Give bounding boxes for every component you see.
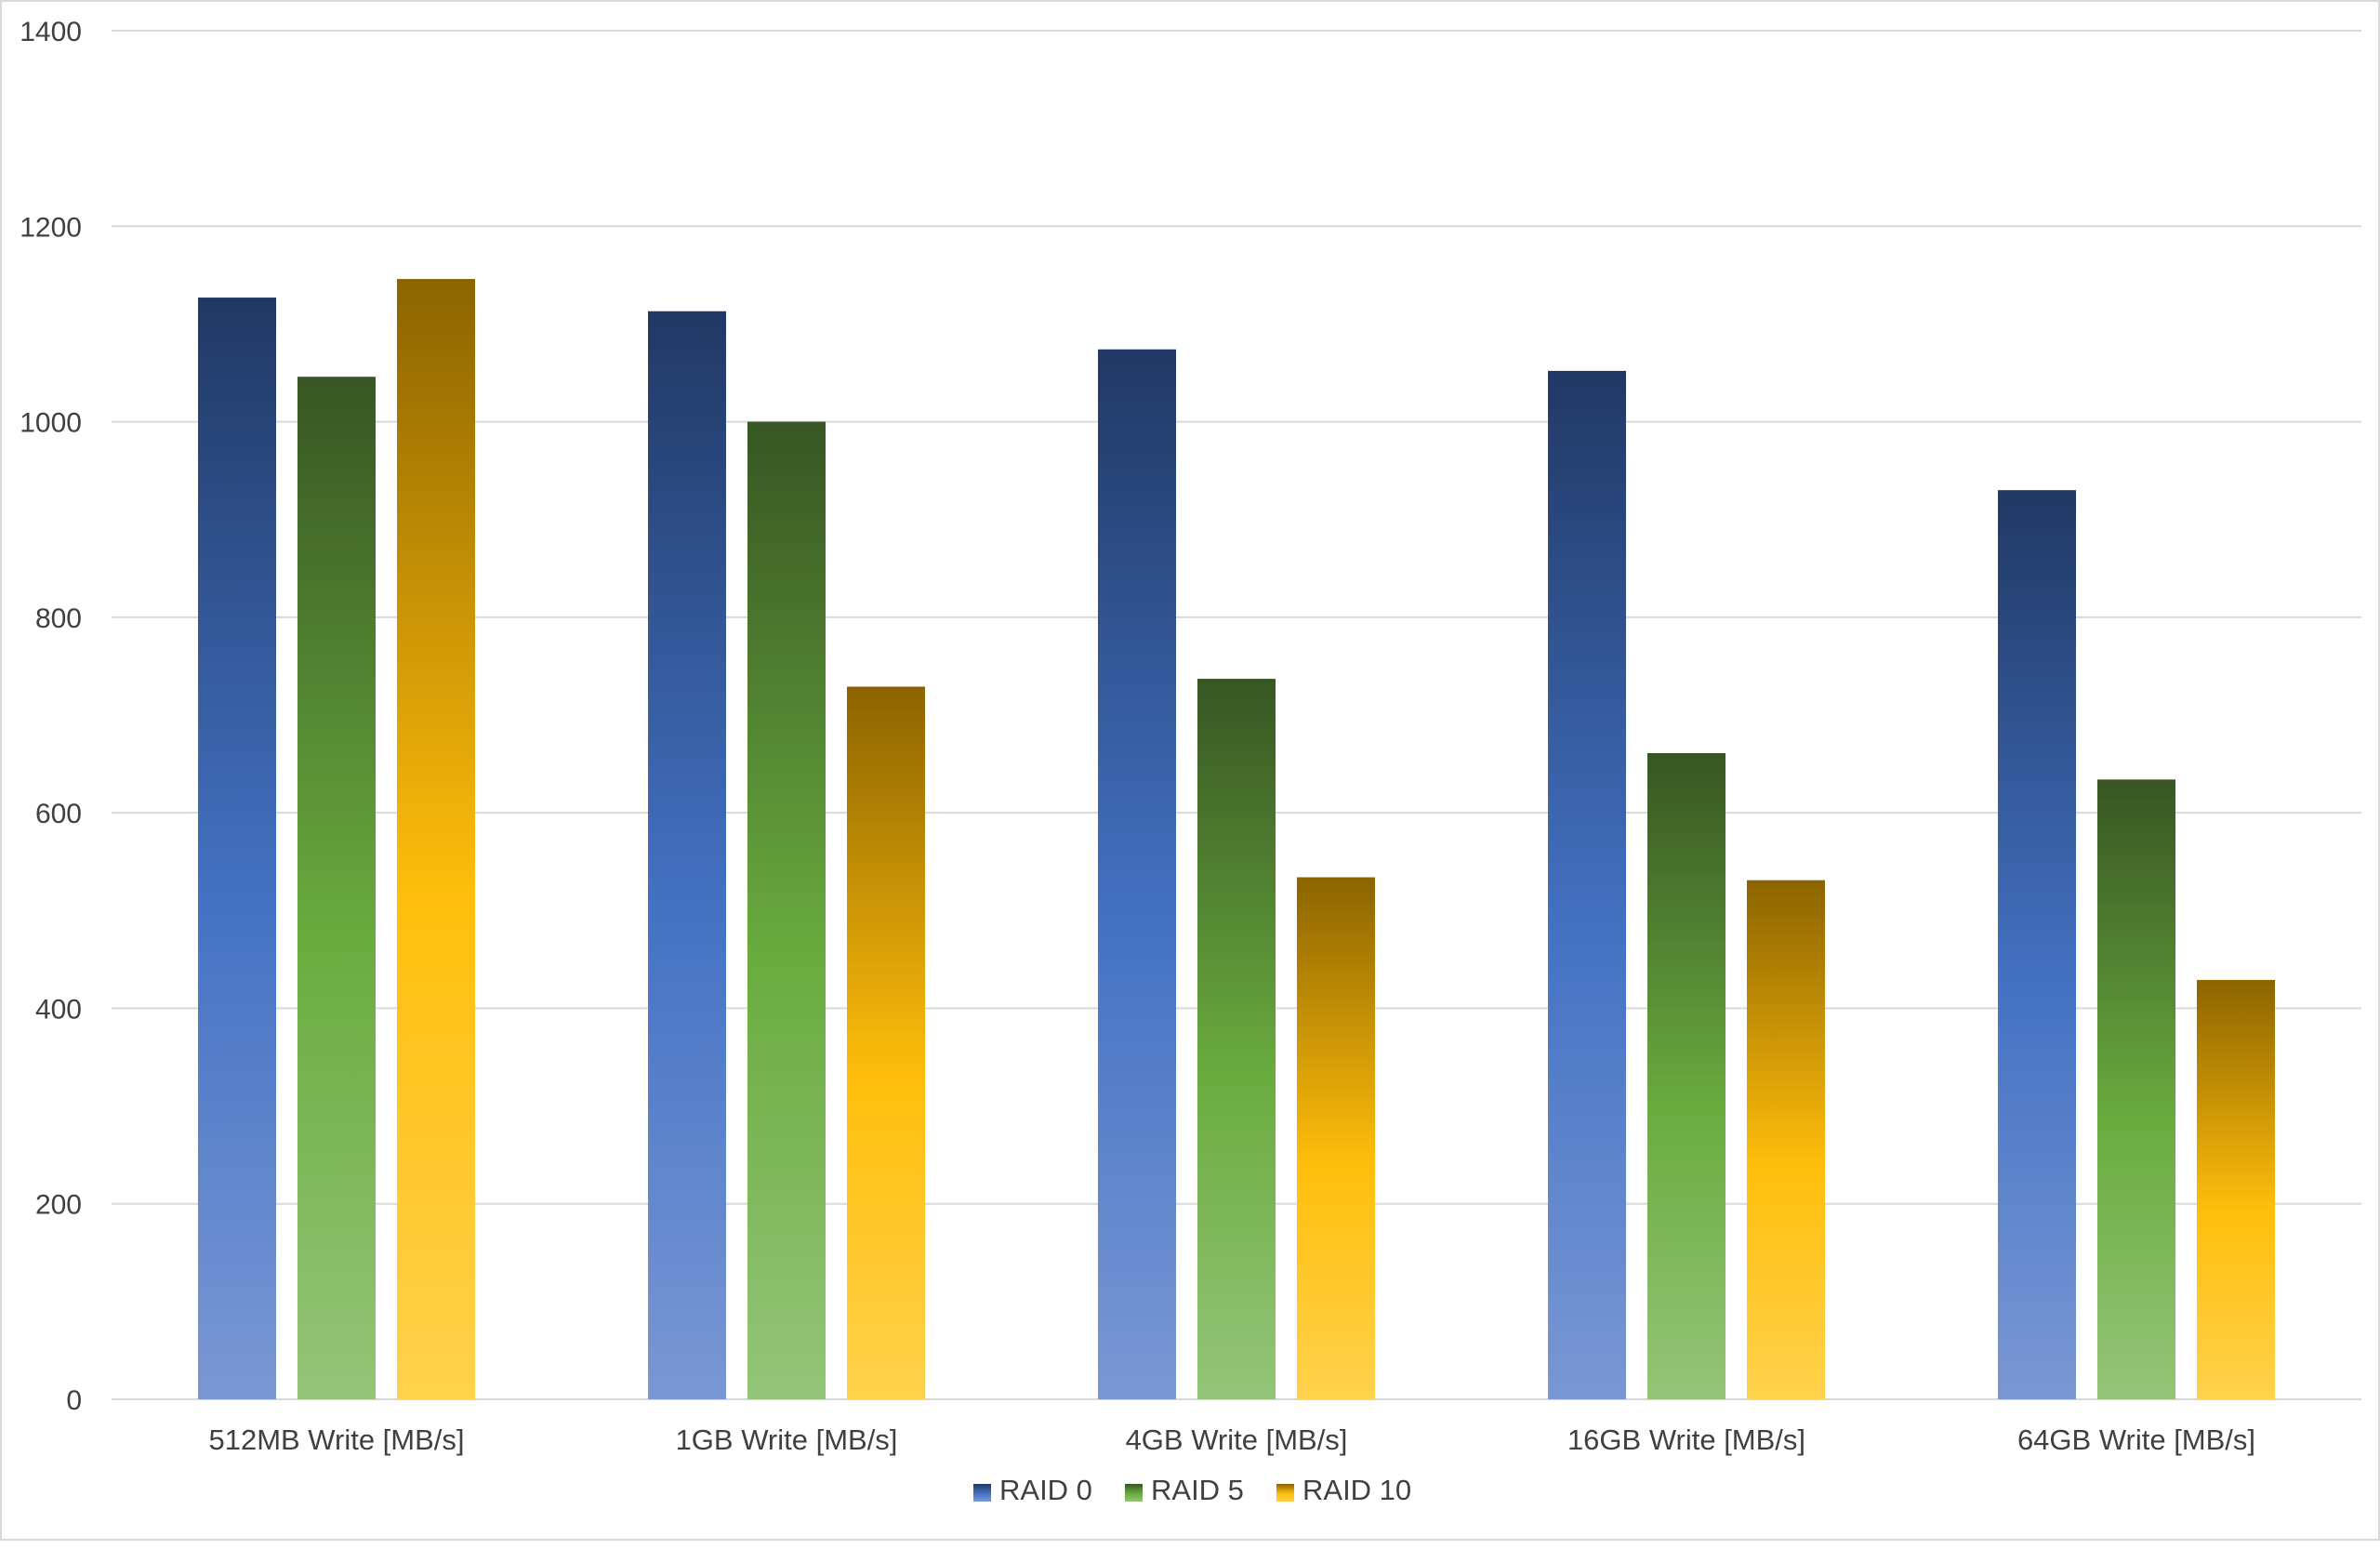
bar-raid-5-1 <box>747 421 826 1400</box>
bar-raid-10-3 <box>1747 880 1825 1399</box>
legend-item-raid-0: RAID 0 <box>973 1474 1092 1506</box>
x-category-label: 4GB Write [MB/s] <box>1126 1423 1348 1456</box>
gridlines <box>112 30 2361 1400</box>
y-tick-label: 1400 <box>20 17 82 47</box>
legend-label: RAID 10 <box>1302 1474 1411 1506</box>
y-tick-label: 800 <box>35 603 82 634</box>
legend-swatch <box>1125 1484 1143 1502</box>
bar-raid-10-1 <box>847 686 925 1399</box>
bar-raid-10-4 <box>2197 979 2275 1399</box>
x-axis-categories: 512MB Write [MB/s] 1GB Write [MB/s] 4GB Wr… <box>208 1423 2255 1456</box>
legend-item-raid-10: RAID 10 <box>1276 1474 1411 1506</box>
legend-swatch <box>973 1484 991 1502</box>
bar-raid-0-0 <box>198 298 276 1399</box>
legend-label: RAID 5 <box>1151 1474 1244 1506</box>
bar-raid-5-3 <box>1647 753 1726 1399</box>
bar-raid-5-0 <box>298 377 376 1400</box>
y-tick-label: 1000 <box>20 408 82 439</box>
bar-raid-10-0 <box>397 279 475 1399</box>
x-category-label: 1GB Write [MB/s] <box>676 1423 898 1456</box>
bars <box>198 279 2275 1400</box>
bar-raid-5-2 <box>1197 679 1276 1399</box>
x-category-label: 16GB Write [MB/s] <box>1567 1423 1805 1456</box>
bar-raid-0-1 <box>648 311 726 1399</box>
y-tick-label: 200 <box>35 1190 82 1221</box>
bar-raid-0-2 <box>1098 349 1176 1399</box>
legend-swatch <box>1276 1484 1294 1502</box>
legend: RAID 0 RAID 5 RAID 10 <box>973 1474 1411 1506</box>
bar-raid-10-2 <box>1297 877 1375 1399</box>
y-tick-label: 0 <box>66 1385 82 1416</box>
x-category-label: 64GB Write [MB/s] <box>2017 1423 2255 1456</box>
bar-raid-5-4 <box>2097 779 2175 1399</box>
legend-item-raid-5: RAID 5 <box>1125 1474 1244 1506</box>
legend-label: RAID 0 <box>999 1474 1092 1506</box>
y-axis-ticks: 0 200 400 600 800 1000 1200 1400 <box>20 17 82 1416</box>
x-category-label: 512MB Write [MB/s] <box>208 1423 464 1456</box>
bar-raid-0-4 <box>1998 490 2076 1399</box>
y-tick-label: 600 <box>35 799 82 829</box>
bar-raid-0-3 <box>1548 370 1626 1399</box>
y-tick-label: 400 <box>35 994 82 1025</box>
y-tick-label: 1200 <box>20 212 82 243</box>
